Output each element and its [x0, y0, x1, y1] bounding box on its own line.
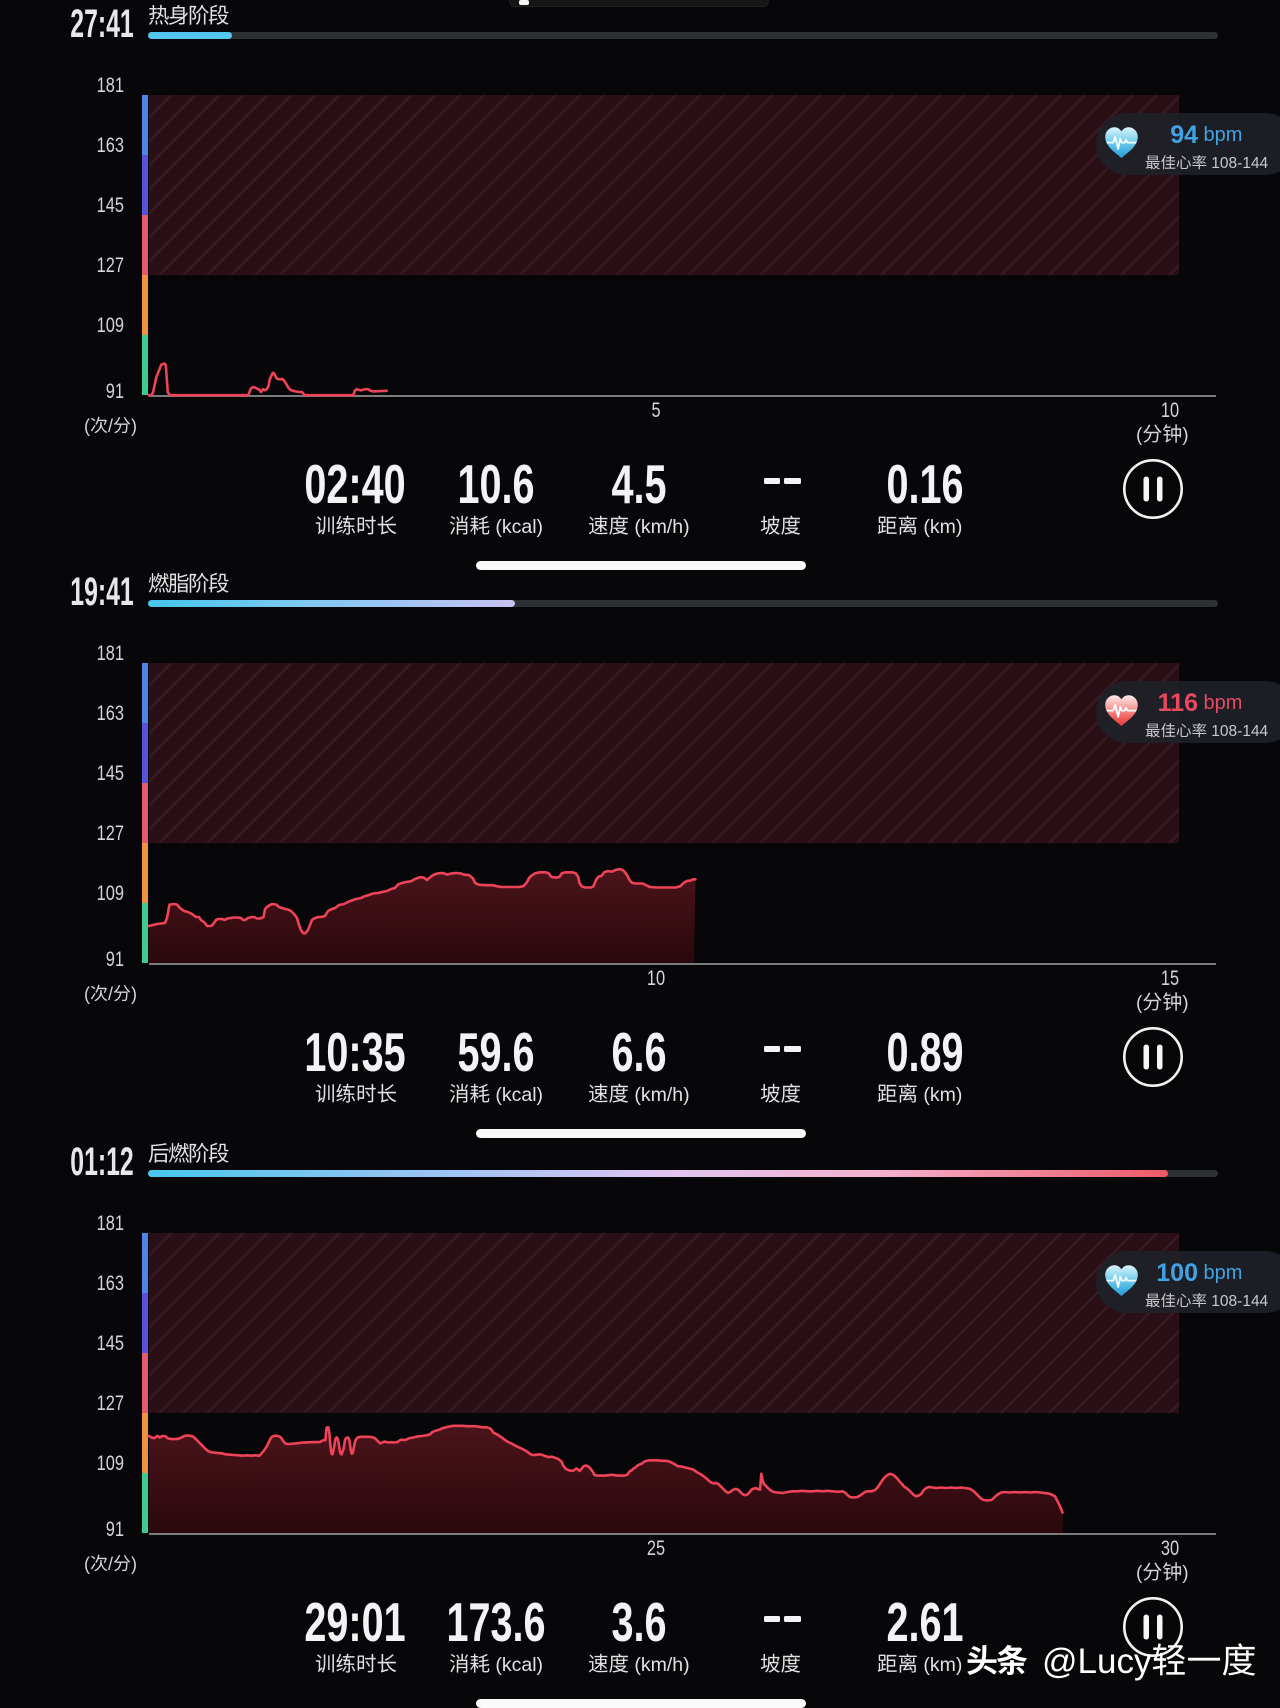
svg-text:(km/h): (km/h) — [635, 516, 690, 538]
svg-text:): ) — [1182, 425, 1188, 446]
svg-text:(km): (km) — [924, 1084, 963, 1106]
svg-text:(: ( — [1136, 993, 1143, 1014]
svg-text:(: ( — [84, 1554, 90, 1574]
svg-text:(kcal): (kcal) — [495, 1084, 543, 1106]
svg-text:(: ( — [1136, 425, 1143, 446]
svg-text:(: ( — [1136, 1563, 1143, 1584]
svg-text:(km/h): (km/h) — [635, 1654, 690, 1676]
svg-text:(km/h): (km/h) — [635, 1084, 690, 1106]
svg-text:): ) — [1182, 993, 1188, 1014]
svg-text:): ) — [131, 416, 137, 436]
svg-text:(: ( — [84, 984, 90, 1004]
svg-text:/: / — [108, 416, 113, 436]
svg-text:(kcal): (kcal) — [495, 1654, 543, 1676]
svg-text:(km): (km) — [924, 1654, 963, 1676]
svg-text:/: / — [108, 984, 113, 1004]
svg-text:(: ( — [84, 416, 90, 436]
svg-text:(km): (km) — [924, 516, 963, 538]
svg-text:108-144: 108-144 — [1211, 723, 1268, 740]
svg-text:/: / — [108, 1554, 113, 1574]
svg-text:108-144: 108-144 — [1211, 155, 1268, 172]
svg-text:): ) — [131, 984, 137, 1004]
svg-text:): ) — [1182, 1563, 1188, 1584]
svg-text:@Lucy: @Lucy — [1042, 1642, 1152, 1681]
svg-text:(kcal): (kcal) — [495, 516, 543, 538]
svg-text:): ) — [131, 1554, 137, 1574]
svg-text:108-144: 108-144 — [1211, 1293, 1268, 1310]
